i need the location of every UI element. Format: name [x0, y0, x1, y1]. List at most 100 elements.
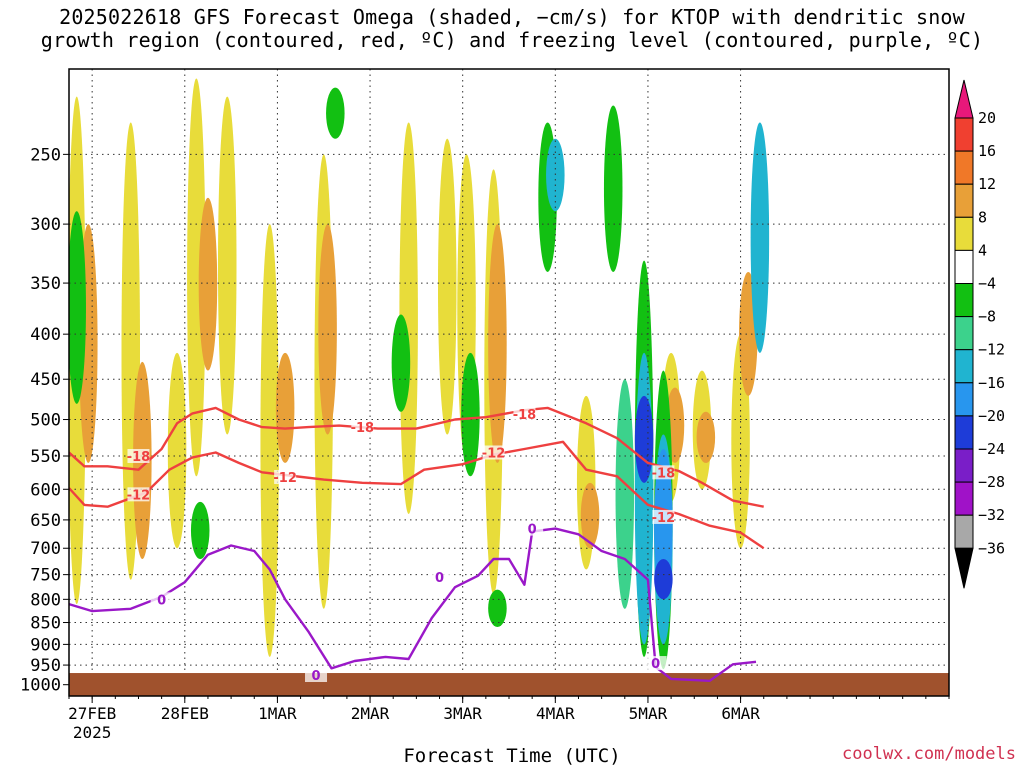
- colorbar-swatch: [954, 481, 974, 516]
- contour-label-bg: [513, 407, 536, 422]
- colorbar-label: 8: [978, 208, 987, 226]
- contour-label--12: -12: [273, 471, 297, 486]
- colorbar-swatch: [954, 382, 974, 417]
- y-tick-label: 600: [30, 480, 61, 500]
- contour-label-bg: [127, 448, 150, 463]
- colorbar-label: −28: [978, 473, 1005, 491]
- y-tick-label: 750: [30, 566, 61, 586]
- omega-region: [318, 224, 337, 435]
- y-tick-label: 350: [30, 274, 61, 294]
- x-tick-label: 28FEB: [161, 704, 209, 723]
- x-tick-label: 3MAR: [443, 704, 482, 723]
- x-tick-label: 1MAR: [258, 704, 297, 723]
- omega-shading-layer: [69, 78, 770, 670]
- colorbar-swatch: [954, 514, 974, 549]
- contour-label-bg: [351, 420, 374, 435]
- omega-region: [217, 96, 237, 435]
- omega-region: [198, 197, 218, 371]
- omega-region: [391, 314, 411, 412]
- colorbar-label: 20: [978, 109, 996, 127]
- omega-region: [488, 224, 507, 463]
- title-line-1: 2025022618 GFS Forecast Omega (shaded, −…: [59, 5, 965, 29]
- omega-region: [275, 352, 295, 463]
- contour-label--12: -12: [127, 488, 151, 503]
- omega-region: [580, 482, 600, 549]
- contour-label-bg: [127, 487, 150, 502]
- x-tick-label: 5MAR: [629, 704, 668, 723]
- colorbar-label: 12: [978, 175, 996, 193]
- omega-region: [461, 352, 480, 477]
- omega-region: [190, 501, 210, 560]
- colorbar-top-arrow: [954, 79, 974, 119]
- y-tick-label: 650: [30, 511, 61, 531]
- colorbar-label: −12: [978, 341, 1005, 359]
- y-tick-label: 500: [30, 411, 61, 431]
- y-tick-label: 400: [30, 325, 61, 345]
- omega-region: [488, 589, 507, 627]
- contour-label-0: 0: [157, 593, 166, 608]
- contour-label--18: -18: [513, 408, 537, 423]
- y-tick-label: 900: [30, 635, 61, 655]
- colorbar-label: −24: [978, 440, 1005, 458]
- contour-label--18: -18: [127, 450, 151, 465]
- chart-title: 2025022618 GFS Forecast Omega (shaded, −…: [0, 6, 1024, 52]
- axes-layer: 2503003504004505005506006507007508008509…: [20, 145, 950, 742]
- omega-region: [326, 87, 345, 139]
- omega-region: [750, 122, 770, 353]
- contour-label-bg: [521, 521, 544, 536]
- x-tick-label: 6MAR: [721, 704, 760, 723]
- omega-region: [615, 379, 635, 609]
- colorbar-label: −8: [978, 308, 996, 326]
- colorbar-label: 16: [978, 142, 996, 160]
- colorbar: 20 16 12 8 4 −4 −8 −12 −16 −20 −24 −28 −32 −36: [954, 79, 1005, 589]
- x-tick-label: 4MAR: [536, 704, 575, 723]
- colorbar-swatch: [954, 283, 974, 318]
- omega-region: [399, 122, 418, 514]
- colorbar-swatch: [954, 150, 974, 185]
- y-tick-label: 550: [30, 447, 61, 467]
- contour-label-0: 0: [651, 657, 660, 672]
- y-tick-label: 950: [30, 656, 61, 676]
- y-tick-label: 300: [30, 215, 61, 235]
- contour-label--18: -18: [351, 421, 375, 436]
- colorbar-swatch: [954, 448, 974, 483]
- colorbar-bottom-arrow: [954, 547, 974, 589]
- contour-label--12: -12: [652, 511, 676, 526]
- contour-label-0: 0: [528, 523, 537, 538]
- contour-label-0: 0: [311, 669, 320, 684]
- colorbar-label: 4: [978, 241, 987, 259]
- colorbar-label: −32: [978, 506, 1005, 524]
- omega-region: [260, 224, 279, 657]
- x-tick-label: 2MAR: [351, 704, 390, 723]
- contour-label-bg: [428, 570, 451, 585]
- contour-label-bg: [305, 668, 328, 683]
- contour-line--12: [69, 440, 765, 550]
- x-tick-label: 27FEB: [68, 704, 116, 723]
- omega-region: [167, 352, 187, 549]
- y-tick-label: 1000: [20, 676, 61, 696]
- colorbar-swatch: [954, 117, 974, 152]
- title-line-2: growth region (contoured, red, ºC) and f…: [40, 28, 984, 52]
- terrain-ground: [69, 673, 949, 696]
- colorbar-swatch: [954, 415, 974, 450]
- contour-label-bg: [274, 469, 297, 484]
- colorbar-label: −16: [978, 374, 1005, 392]
- x-axis-label: Forecast Time (UTC): [403, 745, 621, 767]
- contour-label--12: -12: [482, 446, 506, 461]
- colorbar-swatch: [954, 316, 974, 351]
- omega-region: [187, 78, 206, 477]
- omega-region: [69, 211, 86, 404]
- contour-label-0: 0: [435, 571, 444, 586]
- credit-text: coolwx.com/models: [842, 744, 1016, 764]
- x-tick-sublabel: 2025: [73, 723, 112, 742]
- contour-label--18: -18: [652, 466, 676, 481]
- colorbar-swatch: [954, 349, 974, 384]
- y-tick-label: 700: [30, 539, 61, 559]
- colorbar-swatch: [954, 249, 974, 284]
- omega-region: [654, 559, 673, 600]
- terrain-layer: [69, 673, 949, 696]
- contour-label-bg: [150, 592, 173, 607]
- contour-label-bg: [482, 445, 505, 460]
- contour-label-bg: [644, 656, 667, 671]
- colorbar-label: −36: [978, 539, 1005, 557]
